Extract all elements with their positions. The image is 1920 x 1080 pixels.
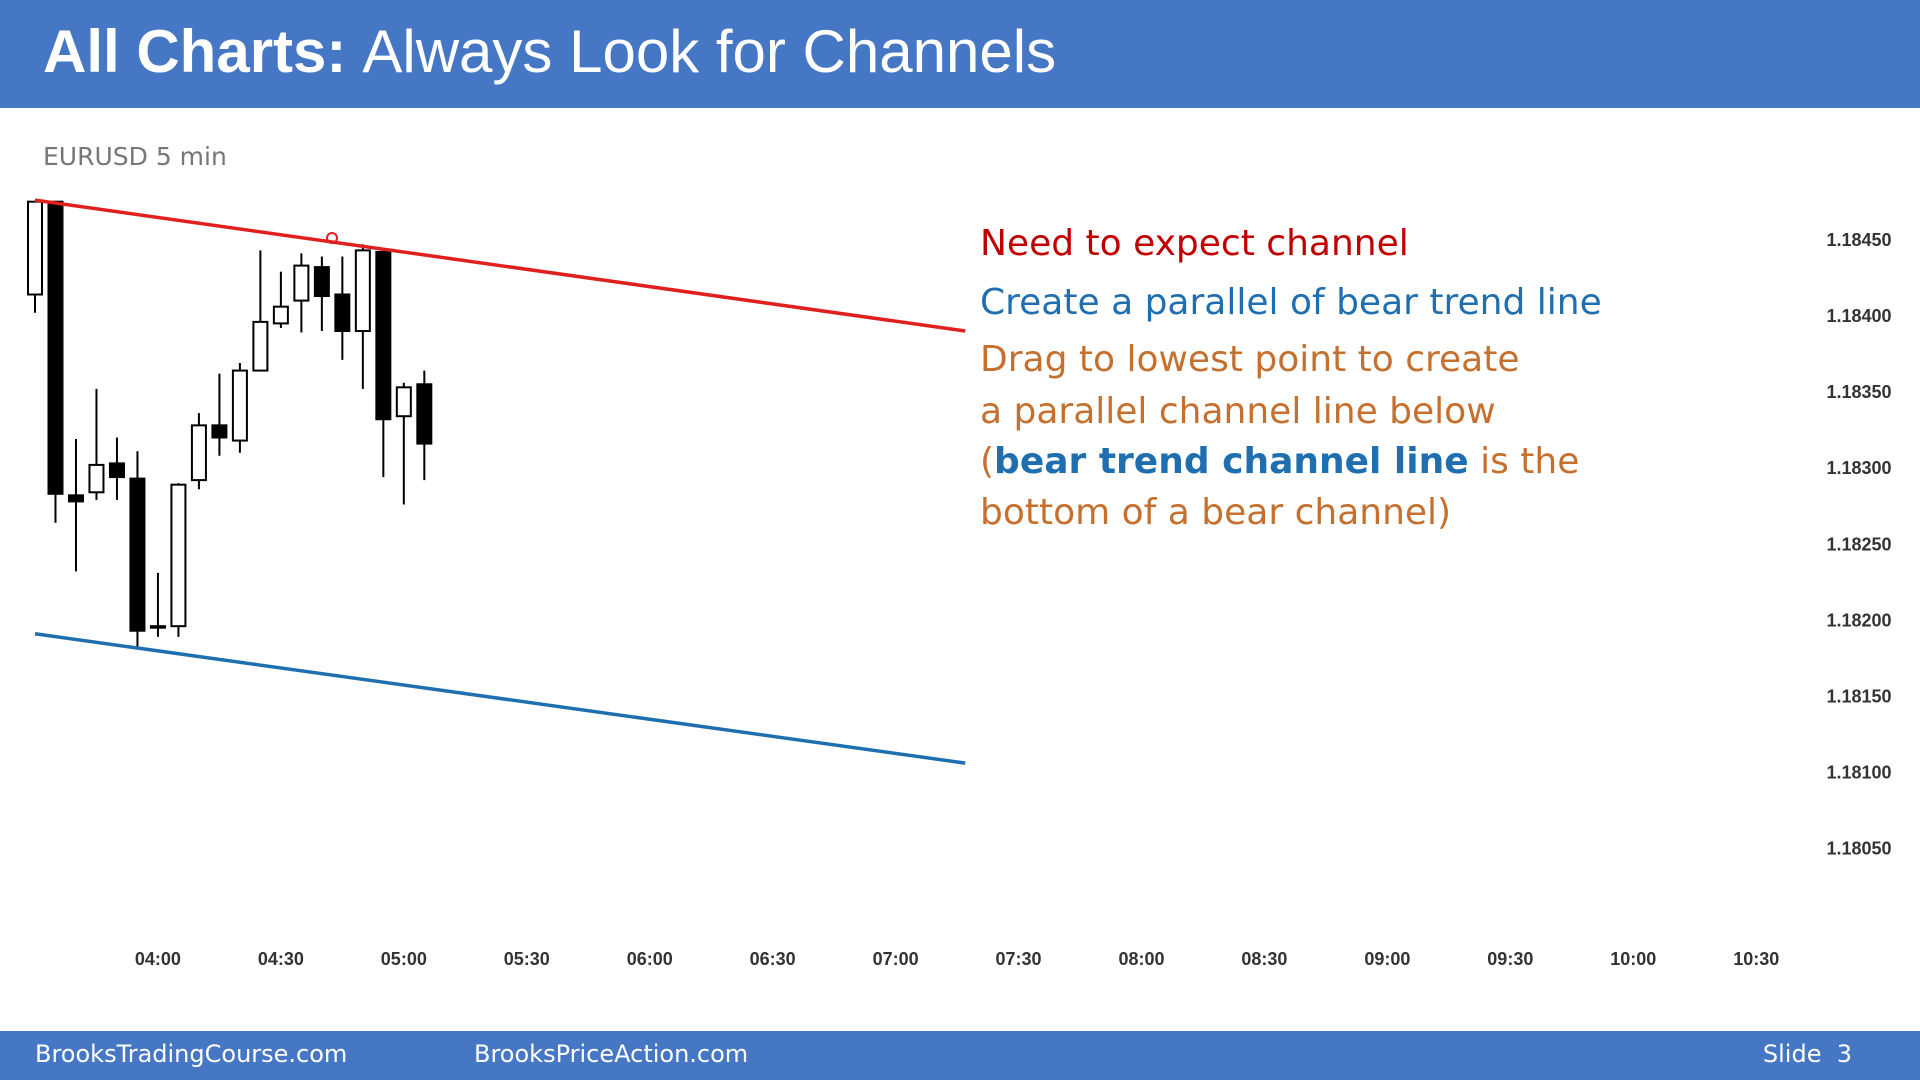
- candle-body: [108, 462, 125, 479]
- x-tick-label: 07:00: [873, 949, 919, 969]
- candle-body: [129, 477, 146, 632]
- x-tick-label: 05:00: [381, 949, 427, 969]
- chart-title: EURUSD 5 min: [43, 142, 227, 171]
- title-bold: All Charts:: [43, 18, 346, 85]
- candle-body: [395, 386, 412, 418]
- x-tick-label: 05:30: [504, 949, 550, 969]
- y-tick-label: 1.18050: [1826, 839, 1891, 859]
- annotation-text: (: [980, 441, 994, 482]
- footer-left: BrooksTradingCourse.com: [35, 1040, 347, 1068]
- title-rest: Always Look for Channels: [362, 18, 1056, 85]
- annotation-text: is the: [1469, 441, 1580, 482]
- trend-line: [34, 198, 966, 333]
- y-tick-label: 1.18400: [1826, 306, 1891, 326]
- annotation-text: Create a parallel of bear trend line: [980, 282, 1602, 323]
- candle-body: [252, 320, 269, 372]
- x-tick-label: 10:30: [1733, 949, 1779, 969]
- candle-body: [47, 200, 64, 495]
- annotation-text: Need to expect channel: [980, 223, 1409, 264]
- candle-body: [170, 483, 187, 628]
- candle-body: [416, 383, 433, 445]
- candle-body: [88, 463, 105, 494]
- x-tick-label: 10:00: [1610, 949, 1656, 969]
- x-tick-label: 07:30: [996, 949, 1042, 969]
- footer-bar: [0, 1031, 1920, 1080]
- candle-body: [231, 369, 248, 442]
- y-tick-label: 1.18250: [1826, 534, 1891, 554]
- x-tick-label: 09:00: [1364, 949, 1410, 969]
- x-tick-label: 06:00: [627, 949, 673, 969]
- y-tick-label: 1.18150: [1826, 686, 1891, 706]
- plot: 1.18450 1.18400 1.18350 1.18300 1.18250 1.182…: [26, 198, 1892, 969]
- y-tick-label: 1.18100: [1826, 763, 1891, 783]
- y-tick-label: 1.18200: [1826, 610, 1891, 630]
- footer-center: BrooksPriceAction.com: [474, 1040, 748, 1068]
- annotation-text: a parallel channel line below: [980, 391, 1496, 432]
- candle-body: [149, 625, 166, 629]
- y-tick-label: 1.18300: [1826, 458, 1891, 478]
- annotation-text: Drag to lowest point to create: [980, 339, 1520, 380]
- x-tick-label: 09:30: [1487, 949, 1533, 969]
- candle-body: [272, 305, 289, 325]
- candle-body: [67, 494, 84, 503]
- x-tick-label: 08:30: [1241, 949, 1287, 969]
- x-tick-label: 06:30: [750, 949, 796, 969]
- x-tick-label: 04:30: [258, 949, 304, 969]
- candle-body: [375, 250, 392, 421]
- x-tick-label: 08:00: [1118, 949, 1164, 969]
- header-bar: [0, 0, 1920, 108]
- trend-line: [34, 632, 966, 765]
- annotation-line: (bear trend channel line is the: [980, 441, 1579, 482]
- annotations: Need to expect channel Create a parallel …: [980, 223, 1602, 533]
- candle-body: [313, 266, 330, 298]
- candle-body: [211, 424, 228, 439]
- footer-right: Slide 3: [1763, 1040, 1852, 1068]
- annotation-line: Drag to lowest point to create: [980, 339, 1520, 380]
- annotation-text: bottom of a bear channel): [980, 492, 1451, 533]
- candle-body: [354, 249, 371, 333]
- x-tick-label: 04:00: [135, 949, 181, 969]
- annotation-line: a parallel channel line below: [980, 391, 1496, 432]
- candle-body: [26, 200, 43, 296]
- candle-body: [293, 264, 310, 302]
- annotation-text: bear trend channel line: [994, 441, 1469, 482]
- y-tick-label: 1.18450: [1826, 230, 1891, 250]
- annotation-line: Need to expect channel: [980, 223, 1409, 264]
- candle-body: [334, 293, 351, 333]
- slide-title: All Charts: Always Look for Channels: [43, 18, 1056, 85]
- y-tick-label: 1.18350: [1826, 382, 1891, 402]
- candle-body: [190, 424, 207, 482]
- annotation-line: bottom of a bear channel): [980, 492, 1451, 533]
- annotation-line: Create a parallel of bear trend line: [980, 282, 1602, 323]
